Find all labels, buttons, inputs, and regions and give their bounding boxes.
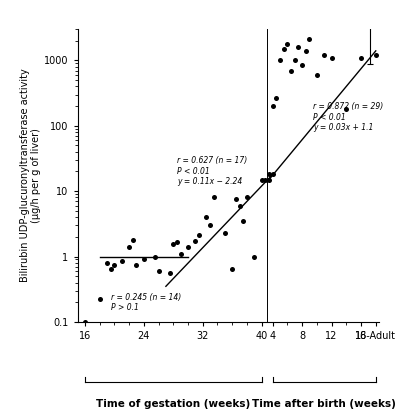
Point bbox=[244, 194, 250, 201]
Point bbox=[358, 54, 364, 61]
Point bbox=[140, 256, 147, 263]
Point bbox=[133, 261, 140, 268]
Point bbox=[266, 176, 272, 183]
Text: Time of gestation (weeks): Time of gestation (weeks) bbox=[96, 399, 251, 409]
Point bbox=[152, 253, 158, 260]
Point bbox=[118, 258, 125, 265]
Point bbox=[174, 239, 180, 246]
Point bbox=[251, 253, 257, 260]
Point bbox=[262, 176, 268, 183]
Point bbox=[166, 270, 173, 277]
Point bbox=[303, 48, 309, 54]
Text: r = 0.245 (n = 14)
P > 0.1: r = 0.245 (n = 14) P > 0.1 bbox=[111, 293, 181, 312]
Point bbox=[107, 265, 114, 272]
Text: Time after birth (weeks): Time after birth (weeks) bbox=[252, 399, 396, 409]
Point bbox=[185, 244, 191, 250]
Point bbox=[155, 268, 162, 274]
Point bbox=[373, 52, 379, 59]
Y-axis label: Bilirubin UDP-glucuronyltransferase activity
(µg/h per g of liver): Bilirubin UDP-glucuronyltransferase acti… bbox=[20, 69, 41, 283]
Point bbox=[295, 44, 302, 51]
Point bbox=[328, 54, 335, 61]
Point bbox=[321, 52, 328, 59]
Point bbox=[96, 296, 103, 303]
Point bbox=[269, 103, 276, 110]
Point bbox=[280, 46, 287, 52]
Point bbox=[291, 57, 298, 64]
Point bbox=[203, 214, 210, 221]
Text: r = 0.872 (n = 29)
P < 0.01
y = 0.03x + 1.1: r = 0.872 (n = 29) P < 0.01 y = 0.03x + … bbox=[313, 102, 384, 132]
Point bbox=[170, 241, 177, 247]
Text: r = 0.627 (n = 17)
P < 0.01
y = 0.11x − 2.24: r = 0.627 (n = 17) P < 0.01 y = 0.11x − … bbox=[177, 156, 247, 186]
Point bbox=[229, 265, 235, 272]
Point bbox=[82, 319, 88, 325]
Point bbox=[240, 218, 246, 224]
Point bbox=[126, 244, 132, 250]
Point bbox=[299, 62, 305, 69]
Point bbox=[277, 57, 283, 64]
Point bbox=[177, 250, 184, 257]
Point bbox=[104, 260, 110, 266]
Point bbox=[211, 194, 217, 201]
Point bbox=[288, 67, 294, 74]
Point bbox=[236, 202, 243, 209]
Point bbox=[258, 176, 265, 183]
Point bbox=[306, 36, 313, 43]
Point bbox=[233, 196, 239, 203]
Point bbox=[284, 41, 290, 47]
Point bbox=[314, 71, 320, 78]
Point bbox=[111, 261, 118, 268]
Point bbox=[266, 171, 272, 178]
Point bbox=[269, 171, 276, 178]
Point bbox=[207, 222, 213, 229]
Point bbox=[222, 229, 228, 236]
Point bbox=[343, 106, 350, 112]
Point bbox=[192, 238, 199, 245]
Point bbox=[196, 232, 202, 239]
Point bbox=[129, 237, 136, 243]
Point bbox=[273, 94, 279, 101]
